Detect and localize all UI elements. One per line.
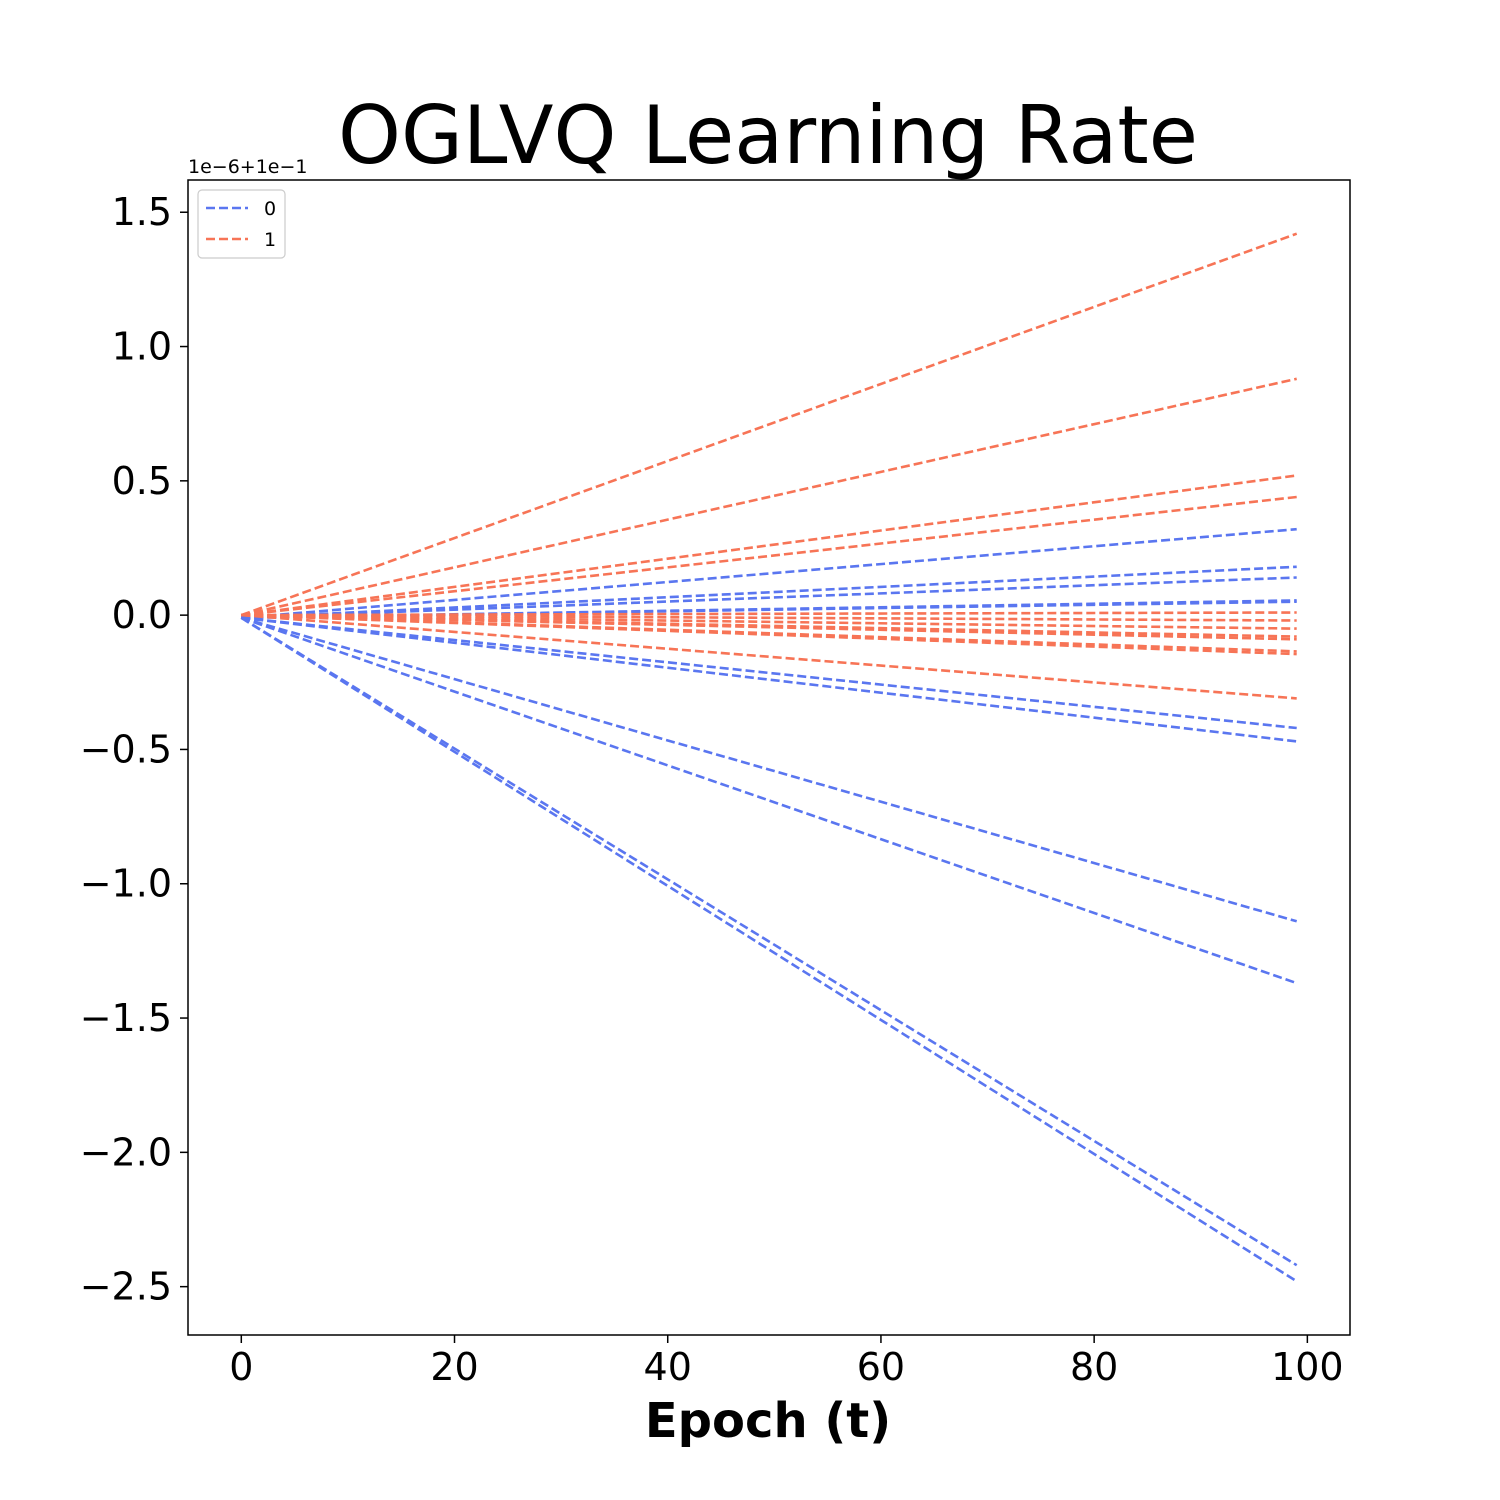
series-line-0-1	[241, 565, 1297, 620]
series-line-1-19	[241, 613, 1297, 641]
y-tick-label: 0.5	[112, 459, 172, 503]
series-line-1-21	[241, 613, 1297, 656]
series-line-0-7	[240, 616, 1298, 923]
series-layer	[240, 232, 1298, 1283]
series-line-0-9	[240, 616, 1298, 1267]
series-line-1-17	[241, 613, 1297, 630]
y-tick-label: −2.5	[80, 1265, 172, 1309]
y-axis: 1.5 1.0 0.5 0.0 −0.5 −1.0 −1.5 −2.0 −2.5	[80, 190, 188, 1309]
series-line-1-12	[241, 377, 1297, 617]
series-line-1-22	[241, 613, 1297, 700]
y-tick-label: 1.5	[112, 190, 172, 234]
plot-frame	[187, 179, 1351, 1336]
y-tick-label: 0.0	[112, 593, 172, 637]
y-tick-label: −1.0	[80, 862, 172, 906]
series-line-0-8	[240, 616, 1298, 985]
x-tick-label: 80	[1070, 1345, 1118, 1389]
x-tick-label: 20	[430, 1345, 478, 1389]
series-line-1-14	[241, 495, 1297, 617]
x-axis: 0 20 40 60 80 100	[229, 1335, 1344, 1389]
x-tick-label: 0	[229, 1345, 253, 1389]
y-tick-label: −0.5	[80, 727, 172, 771]
series-line-0-0	[241, 527, 1297, 620]
legend-label-1: 1	[264, 229, 276, 251]
x-axis-label: Epoch (t)	[645, 1393, 891, 1449]
series-line-0-2	[241, 576, 1297, 620]
y-tick-label: −2.0	[80, 1130, 172, 1174]
series-line-1-13	[241, 474, 1297, 617]
legend-label-0: 0	[264, 198, 276, 220]
y-offset-label: 1e−6+1e−1	[188, 156, 308, 178]
y-tick-label: −1.5	[80, 996, 172, 1040]
x-tick-label: 60	[857, 1345, 905, 1389]
legend: 0 1	[197, 189, 286, 259]
x-tick-label: 40	[644, 1345, 692, 1389]
series-line-0-5	[241, 616, 1297, 730]
chart-title: OGLVQ Learning Rate	[338, 89, 1198, 182]
series-line-0-6	[241, 616, 1297, 743]
series-line-1-15	[241, 611, 1297, 617]
x-tick-label: 100	[1271, 1345, 1344, 1389]
series-line-1-16	[241, 613, 1297, 622]
series-line-1-11	[240, 232, 1298, 617]
y-tick-label: 1.0	[112, 325, 172, 369]
